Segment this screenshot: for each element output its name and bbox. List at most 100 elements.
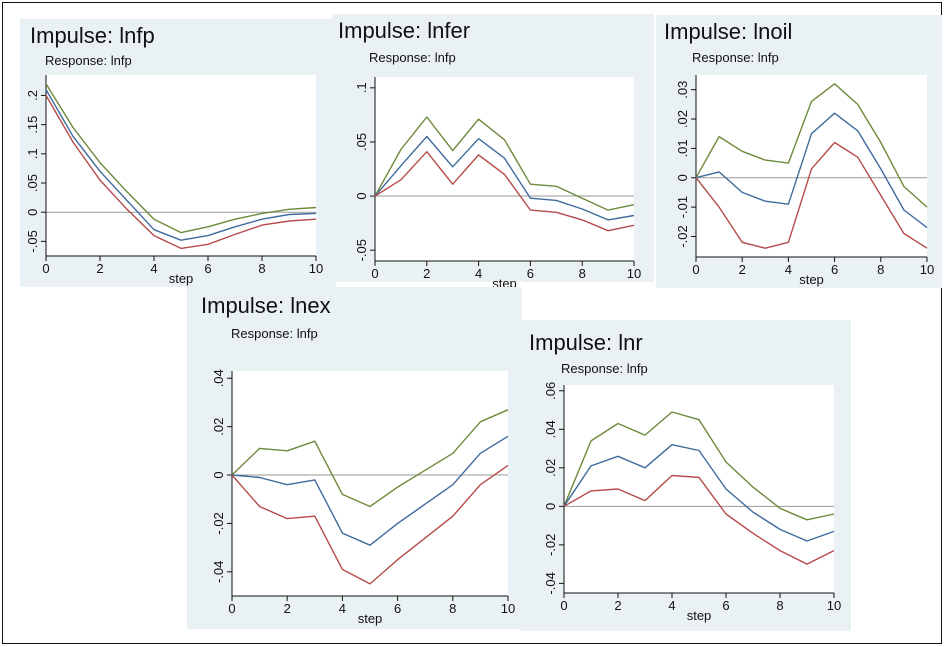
panel-title: Impulse: lnfer xyxy=(338,18,471,43)
x-tick-label: 8 xyxy=(449,601,456,616)
irf-line xyxy=(374,135,635,221)
y-tick-label: -.02 xyxy=(543,534,558,556)
x-tick-label: 8 xyxy=(579,266,586,281)
y-tick-label: .02 xyxy=(675,110,690,128)
y-tick-label: .2 xyxy=(25,90,40,101)
y-tick-label: .01 xyxy=(675,139,690,157)
x-tick-label: 8 xyxy=(258,261,265,276)
y-tick-label: -.05 xyxy=(354,239,369,261)
x-tick-label: 4 xyxy=(150,261,157,276)
x-axis-label: step xyxy=(358,611,383,626)
x-tick-label: 6 xyxy=(527,266,534,281)
x-tick-label: 0 xyxy=(228,601,235,616)
plot-area xyxy=(696,75,927,257)
panel-title: Impulse: lnex xyxy=(201,293,331,318)
x-axis-label: step xyxy=(169,271,194,286)
x-tick-label: 0 xyxy=(692,262,699,277)
panel-subtitle: Response: lnfp xyxy=(692,50,779,65)
x-axis-label: step xyxy=(799,272,824,287)
panel-title: Impulse: lnr xyxy=(529,330,643,355)
y-tick-label: -.04 xyxy=(543,572,558,594)
panel-subtitle: Response: lnfp xyxy=(231,326,318,341)
upper-bound-line xyxy=(374,116,635,211)
y-tick-label: .05 xyxy=(25,174,40,192)
irf-chart-lnoil: -.02 -.01 0 .01 .02 .03 0 2 4 6 8 10 step xyxy=(675,75,934,287)
x-tick-label: 2 xyxy=(96,261,103,276)
lower-bound-line xyxy=(563,474,835,565)
x-tick-label: 4 xyxy=(668,598,675,613)
irf-line xyxy=(231,435,509,546)
x-tick-label: 10 xyxy=(501,601,515,616)
x-tick-label: 2 xyxy=(739,262,746,277)
x-tick-label: 6 xyxy=(831,262,838,277)
irf-panel-lnfer: Impulse: lnfer Response: lnfp -.05 0.05.1… xyxy=(332,14,654,291)
x-tick-label: 2 xyxy=(284,601,291,616)
y-tick-label: .04 xyxy=(543,420,558,438)
lower-bound-line xyxy=(45,95,317,250)
panel-subtitle: Response: lnfp xyxy=(561,361,648,376)
irf-panel-lnfp: Impulse: lnfp Response: lnfp -.05 0.05.1.… xyxy=(20,19,336,287)
lower-bound-line xyxy=(374,150,635,232)
y-tick-label: .04 xyxy=(211,369,226,387)
panel-title: Impulse: lnfp xyxy=(30,23,155,48)
x-axis-label: step xyxy=(687,608,712,623)
x-tick-label: 2 xyxy=(423,266,430,281)
y-tick-label: -.02 xyxy=(211,512,226,534)
y-tick-label: .15 xyxy=(25,116,40,134)
upper-bound-line xyxy=(695,83,928,208)
panel-subtitle: Response: lnfp xyxy=(369,50,456,65)
x-tick-label: 10 xyxy=(827,598,841,613)
x-tick-label: 0 xyxy=(560,598,567,613)
irf-line xyxy=(45,89,317,241)
y-tick-label: .1 xyxy=(25,148,40,159)
x-tick-label: 8 xyxy=(877,262,884,277)
x-tick-label: 4 xyxy=(339,601,346,616)
irf-panel-lnoil: Impulse: lnoil Response: lnfp -.02 -.01 0.… xyxy=(656,15,942,288)
plot-area xyxy=(232,371,508,596)
y-tick-label: -.04 xyxy=(211,561,226,583)
upper-bound-line xyxy=(45,83,317,234)
x-tick-label: 0 xyxy=(42,261,49,276)
y-tick-label: .02 xyxy=(543,459,558,477)
irf-panel-lnr: Impulse: lnr Response: lnfp -.04 -.02 0 .02… xyxy=(521,320,851,631)
plot-area xyxy=(375,77,634,261)
plot-area xyxy=(46,75,316,256)
x-tick-label: 4 xyxy=(475,266,482,281)
x-tick-label: 8 xyxy=(776,598,783,613)
y-tick-label: 0 xyxy=(675,174,690,181)
y-tick-label: .05 xyxy=(354,133,369,151)
irf-panel-lnex: Impulse: lnex Response: lnfp -.04 -.02 0 .0… xyxy=(187,287,522,629)
irf-line xyxy=(695,112,928,229)
upper-bound-line xyxy=(231,409,509,508)
y-tick-label: 0 xyxy=(25,209,40,216)
y-tick-label: .02 xyxy=(211,418,226,436)
x-tick-label: 6 xyxy=(722,598,729,613)
plot-area xyxy=(564,385,834,593)
x-tick-label: 0 xyxy=(371,266,378,281)
lower-bound-line xyxy=(231,464,509,585)
y-tick-label: 0 xyxy=(543,503,558,510)
x-tick-label: 10 xyxy=(627,266,641,281)
panel-title: Impulse: lnoil xyxy=(664,19,793,44)
x-tick-label: 6 xyxy=(204,261,211,276)
y-tick-label: 0 xyxy=(211,471,226,478)
y-tick-label: -.05 xyxy=(25,230,40,252)
y-tick-label: -.01 xyxy=(675,196,690,218)
x-tick-label: 2 xyxy=(614,598,621,613)
lower-bound-line xyxy=(695,141,928,249)
upper-bound-line xyxy=(563,411,835,521)
irf-line xyxy=(563,443,835,542)
panel-subtitle: Response: lnfp xyxy=(45,53,132,68)
y-tick-label: .03 xyxy=(675,81,690,99)
x-tick-label: 10 xyxy=(920,262,934,277)
x-tick-label: 4 xyxy=(785,262,792,277)
y-tick-label: 0 xyxy=(354,192,369,199)
y-tick-label: .1 xyxy=(354,82,369,93)
y-tick-label: .06 xyxy=(543,382,558,400)
irf-chart-lnr: -.04 -.02 0 .02 .04 .06 0 2 4 6 8 10 step xyxy=(543,382,841,623)
y-tick-label: -.02 xyxy=(675,225,690,247)
x-tick-label: 10 xyxy=(309,261,323,276)
